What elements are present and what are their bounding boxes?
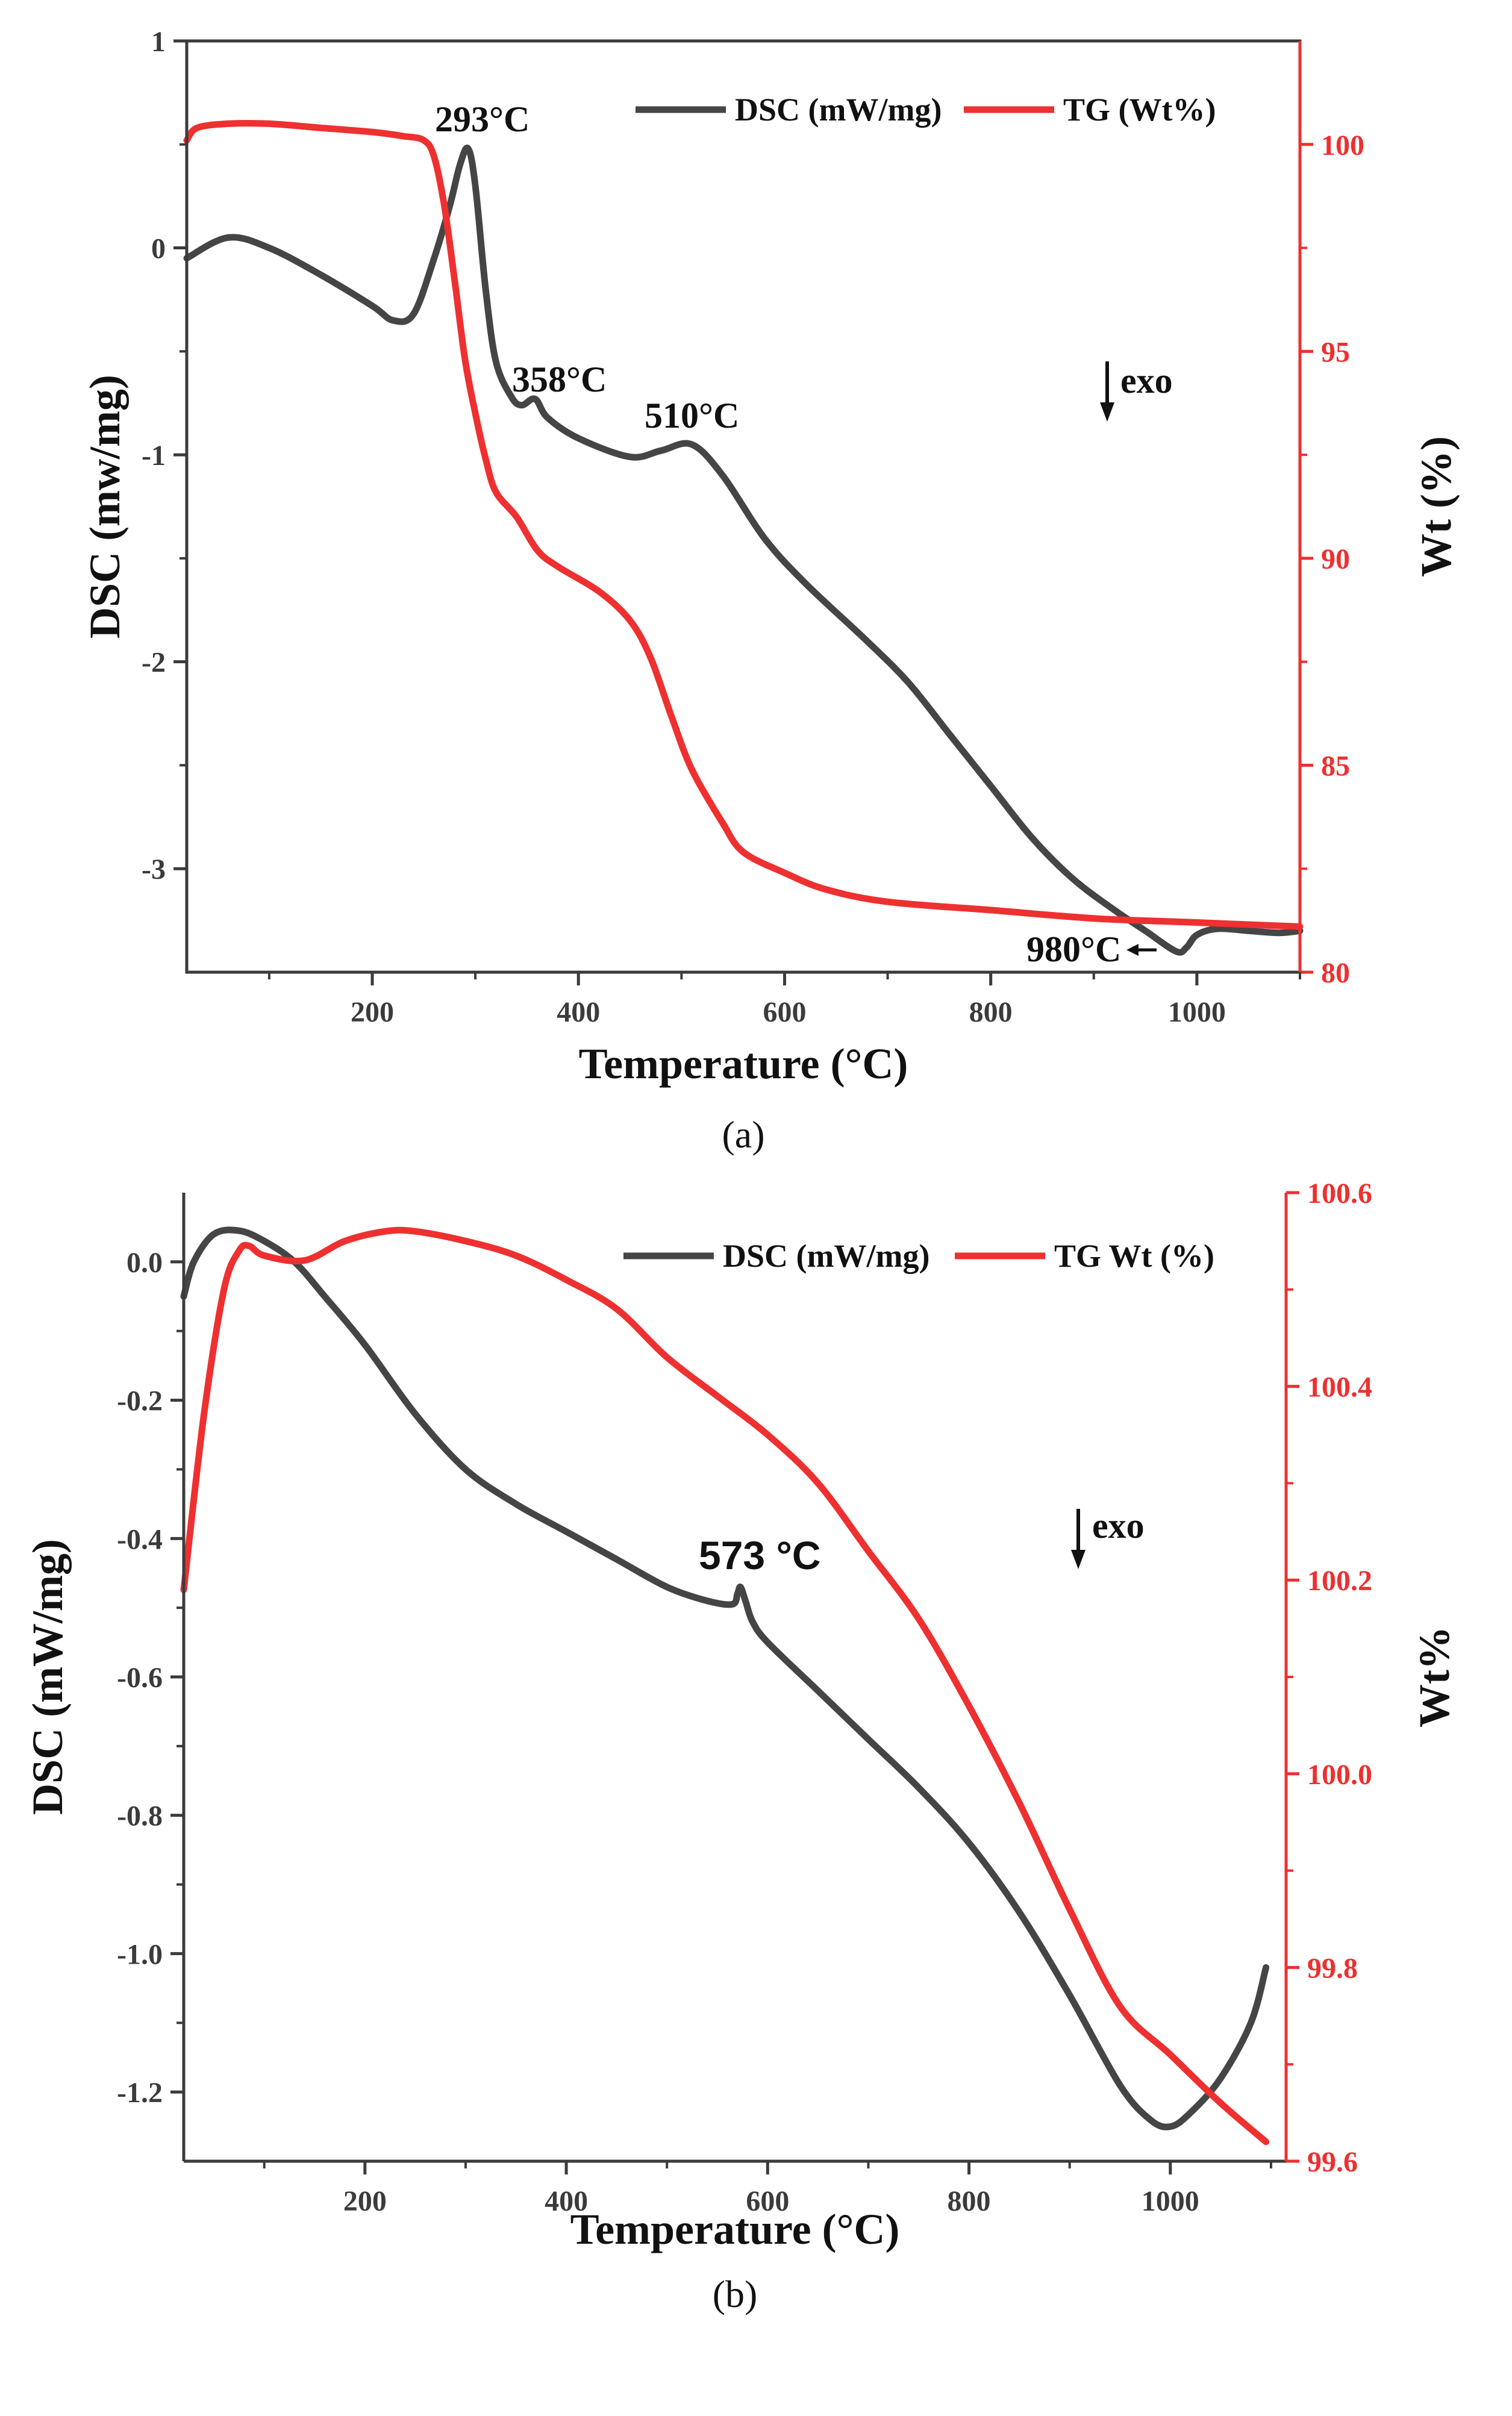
panel-a-caption: (a) — [722, 1113, 764, 1156]
panel-b-left-axis-title: DSC (mW/mg) — [23, 1539, 72, 1815]
panel-a-x-tick-label-400: 400 — [557, 996, 600, 1028]
panel-b-left-tick-label-3: -0.6 — [117, 1662, 163, 1694]
panel-b-left-tick-label-1: -0.2 — [117, 1385, 163, 1417]
panel-a-x-tick-label-1000: 1000 — [1168, 996, 1226, 1028]
panel-a-exo-arrow-icon — [1100, 361, 1114, 422]
panel-a-left-tick-label-1: 0 — [151, 233, 166, 265]
panel-b: 200 400 600 800 1000 0.0 -0.2 -0.4 -0.6 -0.8 -1.0 -… — [23, 1178, 1458, 2315]
panel-b-left-tick-label-5: -1.0 — [117, 1938, 163, 1970]
panel-a-x-tick-label-600: 600 — [763, 996, 806, 1028]
panel-b-exo-arrow-icon — [1071, 1509, 1086, 1569]
panel-a: 200 400 600 800 1000 1 0 -1 -2 -3 100 95 90 85 80 DSC … — [81, 26, 1460, 1156]
panel-b-ticks — [170, 1191, 1299, 2174]
panel-a-tick-labels: 200 400 600 800 1000 1 0 -1 -2 -3 100 95 90 85 80 — [142, 26, 1364, 1028]
panel-a-left-tick-label-2: -1 — [142, 440, 166, 472]
panel-a-left-tick-label-3: -2 — [142, 647, 166, 679]
panel-a-ticks — [173, 39, 1313, 985]
panel-b-right-axis-title: Wt% — [1410, 1626, 1458, 1728]
panel-b-left-tick-label-0: 0.0 — [127, 1247, 163, 1279]
panel-a-x-axis-title: Temperature (°C) — [579, 1040, 908, 1088]
panel-a-peak-293-label: 293°C — [435, 99, 530, 139]
panel-a-curves — [183, 120, 1304, 956]
panel-b-series-dsc-line — [180, 1226, 1270, 2130]
panel-b-x-axis-title: Temperature (°C) — [570, 2205, 900, 2253]
panel-b-exo-label: exo — [1092, 1506, 1145, 1546]
panel-a-left-tick-label-4: -3 — [142, 854, 166, 885]
panel-b-right-tick-label-4: 99.8 — [1307, 1952, 1358, 1984]
panel-a-right-tick-label-0: 100 — [1321, 130, 1364, 161]
panel-b-left-tick-label-6: -1.2 — [117, 2077, 163, 2109]
panel-b-x-tick-label-400: 400 — [545, 2185, 588, 2217]
panel-b-legend-dsc-label: DSC (mW/mg) — [723, 1238, 929, 1274]
panel-b-right-tick-label-5: 99.6 — [1307, 2146, 1358, 2178]
panel-b-right-tick-label-1: 100.4 — [1307, 1372, 1372, 1403]
panel-b-right-tick-label-2: 100.2 — [1307, 1565, 1372, 1597]
panel-a-exo-label: exo — [1120, 361, 1173, 401]
panel-a-peak-358-label: 358°C — [512, 360, 607, 399]
panel-a-x-tick-label-200: 200 — [351, 996, 394, 1028]
panel-a-right-tick-label-3: 85 — [1321, 750, 1350, 782]
panel-b-x-tick-label-1000: 1000 — [1142, 2185, 1199, 2217]
panel-a-right-axis-title: Wt (%) — [1412, 436, 1460, 577]
panel-a-series-dsc-line — [183, 144, 1304, 956]
panel-a-legend-tg-label: TG (Wt%) — [1063, 92, 1216, 128]
panel-a-series-tg-line — [183, 120, 1304, 930]
panel-a-x-tick-label-800: 800 — [969, 996, 1013, 1028]
panel-b-left-tick-label-2: -0.4 — [117, 1523, 163, 1555]
panel-a-right-tick-label-2: 90 — [1321, 543, 1350, 575]
panel-b-x-tick-label-800: 800 — [948, 2185, 991, 2217]
panel-b-right-tick-label-3: 100.0 — [1307, 1759, 1372, 1791]
panel-b-curves — [180, 1226, 1270, 2146]
panel-b-x-tick-label-600: 600 — [746, 2185, 789, 2217]
panel-b-x-tick-label-200: 200 — [343, 2185, 387, 2217]
panel-a-peak-510-label: 510°C — [645, 396, 739, 435]
panel-a-left-tick-label-0: 1 — [151, 26, 166, 58]
panel-b-right-tick-label-0: 100.6 — [1307, 1178, 1372, 1210]
panel-a-right-tick-label-1: 95 — [1321, 336, 1350, 368]
panel-b-legend-tg-label: TG Wt (%) — [1054, 1238, 1214, 1274]
panel-b-series-tg-line — [180, 1226, 1270, 2146]
panel-b-caption: (b) — [713, 2273, 758, 2315]
panel-a-left-axis-title: DSC (mw/mg) — [81, 375, 129, 638]
panel-a-right-tick-label-4: 80 — [1321, 957, 1350, 989]
panel-b-tick-labels: 200 400 600 800 1000 0.0 -0.2 -0.4 -0.6 -0.8 -1.0 -… — [117, 1178, 1372, 2217]
panel-b-left-tick-label-4: -0.8 — [117, 1800, 163, 1832]
panel-b-peak-573-label: 573 °C — [699, 1533, 821, 1578]
panel-a-peak-980-arrow-icon — [1126, 944, 1157, 956]
panel-a-peak-980-label: 980°C — [1026, 929, 1121, 969]
panel-a-legend-dsc-label: DSC (mW/mg) — [735, 92, 942, 128]
